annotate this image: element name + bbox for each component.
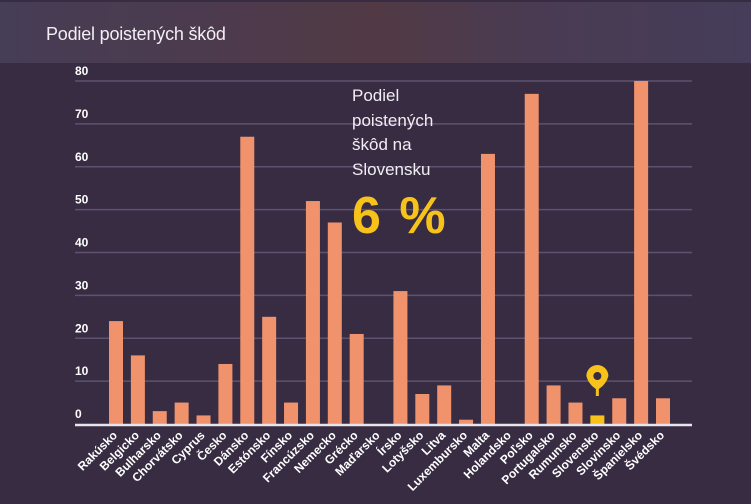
bar (568, 402, 583, 424)
y-tick-label: 0 (75, 407, 82, 421)
callout-line: škôd na (352, 135, 412, 154)
bar (262, 316, 277, 424)
y-tick-label: 70 (75, 107, 89, 121)
callout-value: 6 % (352, 187, 448, 245)
bar (546, 385, 561, 424)
bar (349, 333, 364, 424)
bar (130, 355, 145, 424)
bar (305, 201, 320, 424)
y-tick-label: 20 (75, 321, 89, 335)
callout-line: Slovensku (352, 159, 431, 179)
callout-line: Podiel (352, 86, 400, 105)
bar (415, 393, 430, 424)
y-tick-label: 40 (75, 236, 89, 250)
bar (284, 402, 299, 424)
bar (152, 411, 167, 424)
map-pin-shape (586, 365, 609, 396)
callout-text: Podiel poistených škôd na Slovensku (352, 84, 492, 182)
bar (437, 385, 452, 424)
y-tick-label: 60 (75, 150, 89, 164)
bar (109, 321, 123, 424)
y-axis-ticks: 0 10 20 30 40 50 60 70 80 (75, 64, 89, 421)
bar (480, 153, 495, 424)
bar-highlight (590, 415, 605, 424)
bars (109, 81, 670, 425)
y-tick-label: 50 (75, 193, 89, 207)
map-pin-hole (593, 372, 602, 380)
callout-line: poistených (352, 110, 434, 130)
bar (656, 398, 670, 424)
bar (174, 402, 189, 424)
bar (196, 415, 211, 424)
bar (327, 222, 342, 424)
y-tick-label: 80 (75, 64, 89, 78)
x-axis-ticks: RakúskoBelgickoBulharskoChorvátskoCyprus… (75, 428, 667, 494)
map-pin-icon (586, 365, 609, 396)
bar (459, 419, 474, 424)
bar (240, 136, 255, 425)
y-tick-label: 30 (75, 278, 89, 292)
bar (524, 93, 539, 425)
bar (218, 363, 233, 424)
bar (612, 398, 627, 424)
y-tick-label: 10 (75, 364, 89, 378)
bar (393, 291, 408, 424)
bar (634, 81, 649, 424)
header-banner: Podiel poistených škôd (0, 2, 751, 63)
page-title: Podiel poistených škôd (46, 24, 226, 44)
